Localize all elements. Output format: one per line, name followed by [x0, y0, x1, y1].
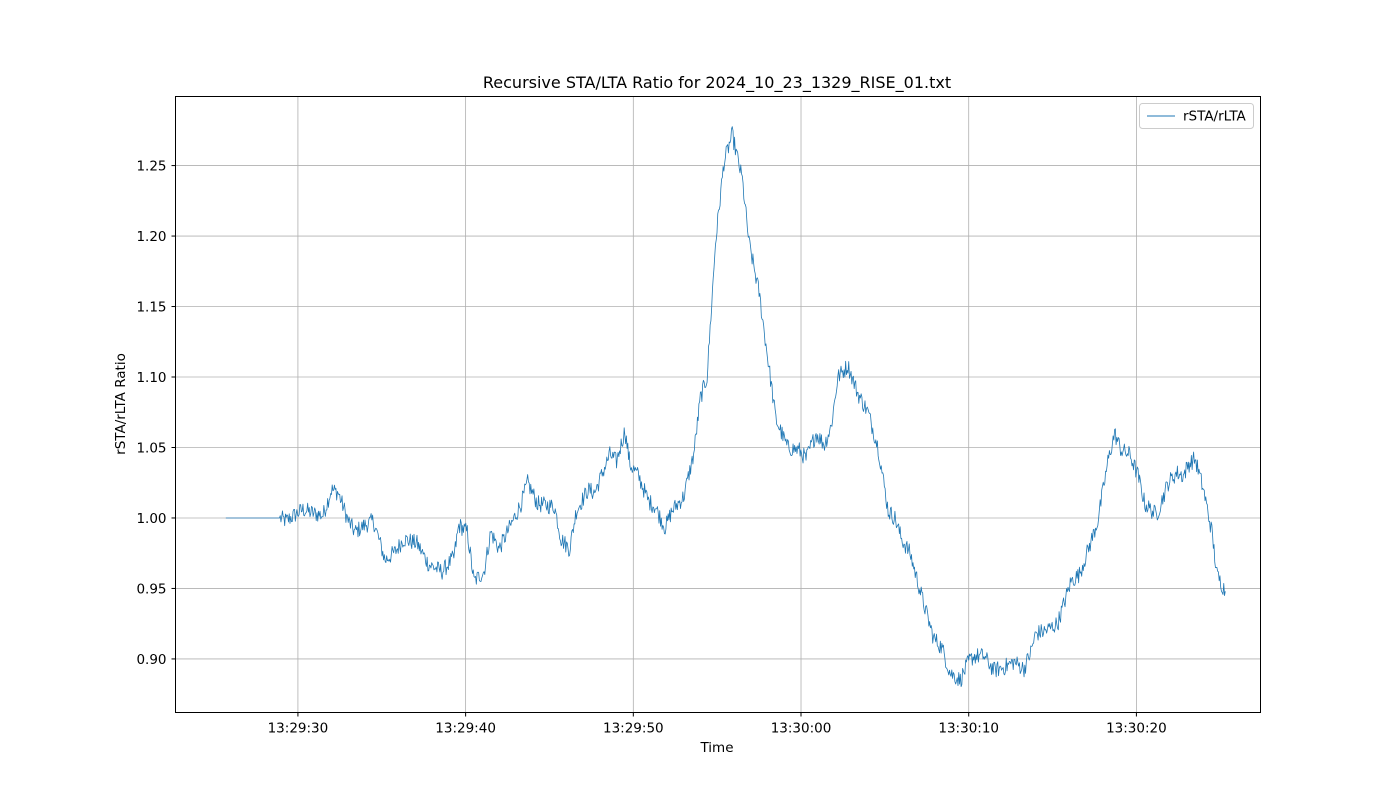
x-axis-ticks: 13:29:30 13:29:40 13:29:50 13:30:00 13:30:10… — [268, 712, 1167, 737]
plot-frame — [175, 96, 1261, 713]
series-layer — [225, 126, 1226, 688]
legend-label-rsta-rlta: rSTA/rLTA — [1183, 109, 1247, 125]
x-tick-label: 13:29:30 — [268, 721, 329, 737]
x-tick-label: 13:29:50 — [603, 721, 664, 737]
x-axis-label: Time — [699, 740, 733, 756]
y-tick-label: 1.20 — [136, 229, 166, 245]
y-tick-label: 1.15 — [136, 300, 166, 316]
series-line-rsta-rlta — [225, 126, 1226, 688]
y-axis-label: rSTA/rLTA Ratio — [113, 353, 129, 455]
y-tick-label: 1.05 — [136, 440, 166, 456]
y-gridlines — [175, 165, 1261, 660]
x-tick-label: 13:30:20 — [1106, 721, 1167, 737]
y-tick-label: 0.90 — [136, 652, 166, 668]
y-tick-label: 0.95 — [136, 581, 166, 597]
x-gridlines — [297, 96, 1137, 713]
x-tick-label: 13:30:10 — [938, 721, 999, 737]
y-tick-label: 1.10 — [136, 370, 166, 386]
chart-title: Recursive STA/LTA Ratio for 2024_10_23_1… — [483, 73, 951, 93]
legend: rSTA/rLTA — [1139, 103, 1254, 129]
plot-area — [175, 96, 1261, 713]
x-tick-label: 13:29:40 — [435, 721, 496, 737]
y-tick-label: 1.25 — [136, 159, 166, 175]
y-axis-ticks: 0.90 0.95 1.00 1.05 1.10 1.15 1.20 1.25 — [136, 159, 176, 668]
legend-box — [1139, 103, 1254, 129]
y-tick-label: 1.00 — [136, 511, 166, 527]
x-tick-label: 13:30:00 — [771, 721, 832, 737]
